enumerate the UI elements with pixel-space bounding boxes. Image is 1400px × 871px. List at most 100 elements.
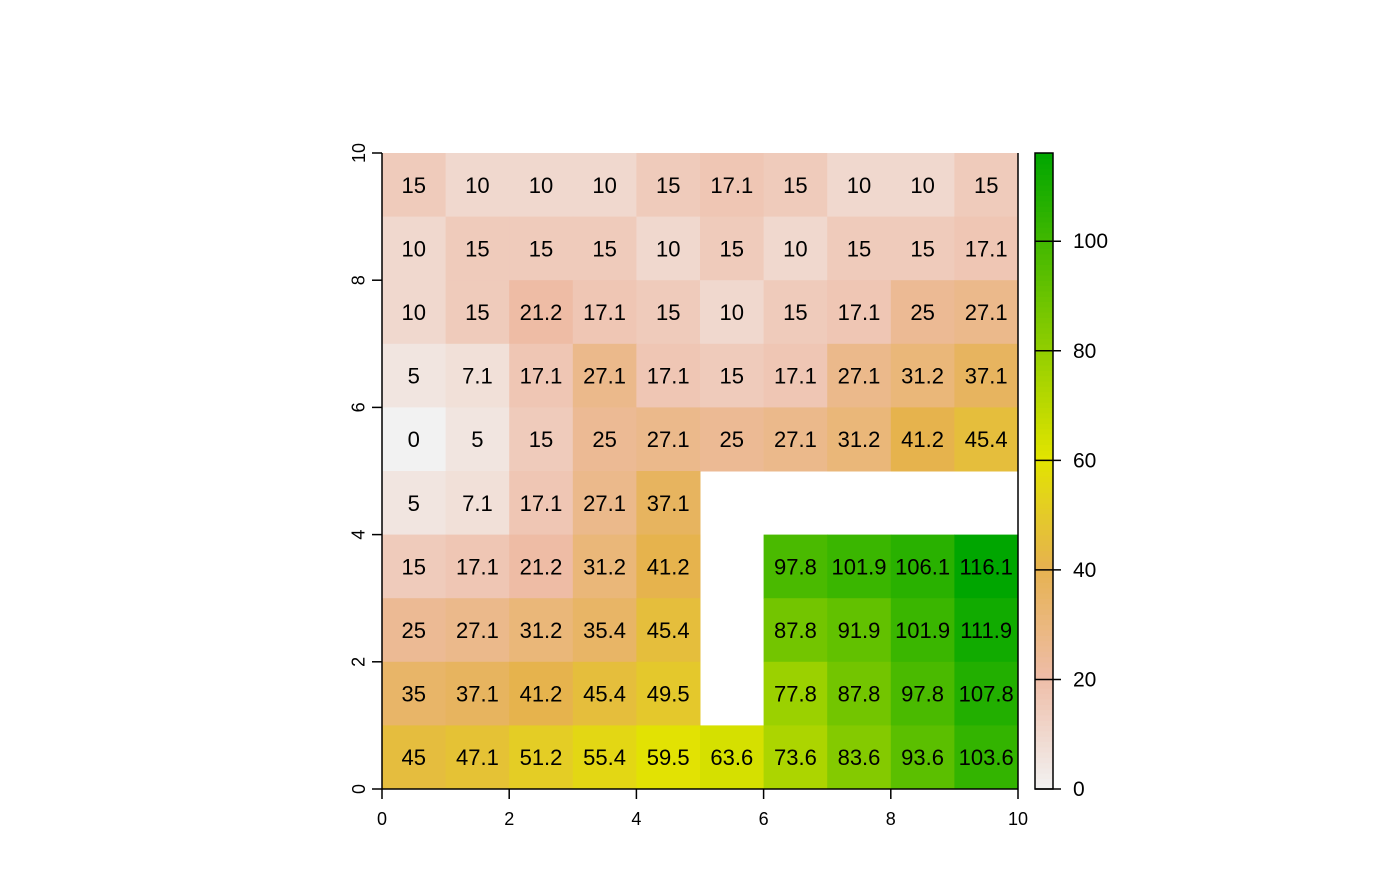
heatmap-cell xyxy=(509,534,574,599)
heatmap-cell xyxy=(700,407,765,472)
heatmap-cell xyxy=(700,280,765,345)
colorbar-segment xyxy=(1035,608,1053,615)
colorbar-segment xyxy=(1035,211,1053,218)
heatmap-cell xyxy=(763,280,828,345)
cell-value-label: 37.1 xyxy=(647,491,690,516)
colorbar-segment xyxy=(1035,423,1053,430)
colorbar-segment xyxy=(1035,428,1053,435)
heatmap-cell xyxy=(700,153,765,218)
colorbar-segment xyxy=(1035,545,1053,552)
x-tick-label: 4 xyxy=(631,809,641,829)
cell-value-label: 21.2 xyxy=(520,300,563,325)
colorbar-segment xyxy=(1035,486,1053,493)
cell-value-label: 17.1 xyxy=(647,364,690,389)
cell-value-label: 10 xyxy=(529,173,553,198)
colorbar-segment xyxy=(1035,492,1053,499)
heatmap-cell xyxy=(636,216,701,281)
colorbar-segment xyxy=(1035,375,1053,382)
cell-value-label: 35.4 xyxy=(583,618,626,643)
heatmap-cell xyxy=(890,725,955,790)
colorbar-segment xyxy=(1035,365,1053,371)
colorbar-segment xyxy=(1035,741,1053,748)
colorbar-segment xyxy=(1035,264,1053,271)
colorbar-tick-label: 100 xyxy=(1073,230,1108,253)
cell-value-label: 17.1 xyxy=(520,491,563,516)
colorbar-segment xyxy=(1035,227,1053,234)
colorbar-segment xyxy=(1035,370,1053,377)
cell-value-label: 41.2 xyxy=(901,427,944,452)
x-tick-label: 0 xyxy=(377,809,387,829)
colorbar-segment xyxy=(1035,471,1053,477)
cell-value-label: 93.6 xyxy=(901,745,944,770)
cell-value-label: 59.5 xyxy=(647,745,690,770)
colorbar-segment xyxy=(1035,709,1053,716)
colorbar-segment xyxy=(1035,571,1053,578)
colorbar-segment xyxy=(1035,306,1053,313)
colorbar-segment xyxy=(1035,455,1053,461)
colorbar-segment xyxy=(1035,693,1053,700)
heatmap-cell xyxy=(382,661,447,726)
y-tick-label: 4 xyxy=(349,530,369,540)
heatmap-cell xyxy=(827,725,892,790)
heatmap-cell xyxy=(509,343,574,408)
cell-value-label: 106.1 xyxy=(895,554,950,579)
colorbar-segment xyxy=(1035,343,1053,350)
cell-value-label: 101.9 xyxy=(831,554,886,579)
heatmap-cell xyxy=(445,598,510,663)
colorbar-segment xyxy=(1035,757,1053,764)
colorbar-segment xyxy=(1035,301,1053,308)
heatmap-cell xyxy=(954,534,1019,599)
colorbar-tick-label: 80 xyxy=(1073,340,1096,363)
heatmap-cell xyxy=(636,471,701,536)
cell-value-label: 25 xyxy=(910,300,934,325)
cell-value-label: 0 xyxy=(408,427,420,452)
heatmap-cell xyxy=(636,280,701,345)
cell-value-label: 5 xyxy=(471,427,483,452)
heatmap-cell xyxy=(954,407,1019,472)
colorbar-segment xyxy=(1035,720,1053,726)
colorbar-segment xyxy=(1035,280,1053,287)
colorbar-segment xyxy=(1035,746,1053,753)
heatmap-cell xyxy=(827,407,892,472)
cell-value-label: 10 xyxy=(465,173,489,198)
cell-value-label: 15 xyxy=(529,236,553,261)
heatmap-cell xyxy=(827,534,892,599)
colorbar-segment xyxy=(1035,561,1053,567)
colorbar-segment xyxy=(1035,508,1053,514)
heatmap-cell xyxy=(509,725,574,790)
heatmap-cell xyxy=(572,153,637,218)
colorbar-tick-label: 40 xyxy=(1073,559,1096,582)
colorbar-segment xyxy=(1035,603,1053,610)
cell-value-label: 101.9 xyxy=(895,618,950,643)
heatmap-cell xyxy=(509,598,574,663)
heatmap-cell xyxy=(827,661,892,726)
colorbar-segment xyxy=(1035,587,1053,594)
colorbar-segment xyxy=(1035,290,1053,297)
colorbar-segment xyxy=(1035,640,1053,647)
colorbar-segment xyxy=(1035,380,1053,387)
heatmap-cell xyxy=(572,343,637,408)
colorbar-segment xyxy=(1035,730,1053,737)
heatmap-cell xyxy=(954,153,1019,218)
colorbar-segment xyxy=(1035,354,1053,361)
heatmap-cell xyxy=(445,343,510,408)
cell-value-label: 45.4 xyxy=(965,427,1008,452)
cell-value-label: 45 xyxy=(402,745,426,770)
heatmap-cell xyxy=(445,471,510,536)
cell-value-label: 47.1 xyxy=(456,745,499,770)
colorbar-segment xyxy=(1035,327,1053,334)
cell-value-label: 21.2 xyxy=(520,554,563,579)
colorbar-segment xyxy=(1035,259,1053,265)
cell-value-label: 111.9 xyxy=(960,618,1012,643)
heatmap-cell xyxy=(382,280,447,345)
colorbar-segment xyxy=(1035,444,1053,451)
heatmap-cell xyxy=(763,407,828,472)
cell-value-label: 15 xyxy=(974,173,998,198)
heatmap-cell xyxy=(636,725,701,790)
cell-value-label: 25 xyxy=(720,427,744,452)
colorbar-tick-label: 60 xyxy=(1073,449,1096,472)
cell-value-label: 37.1 xyxy=(456,682,499,707)
cell-value-label: 97.8 xyxy=(774,554,817,579)
colorbar-segment xyxy=(1035,206,1053,212)
